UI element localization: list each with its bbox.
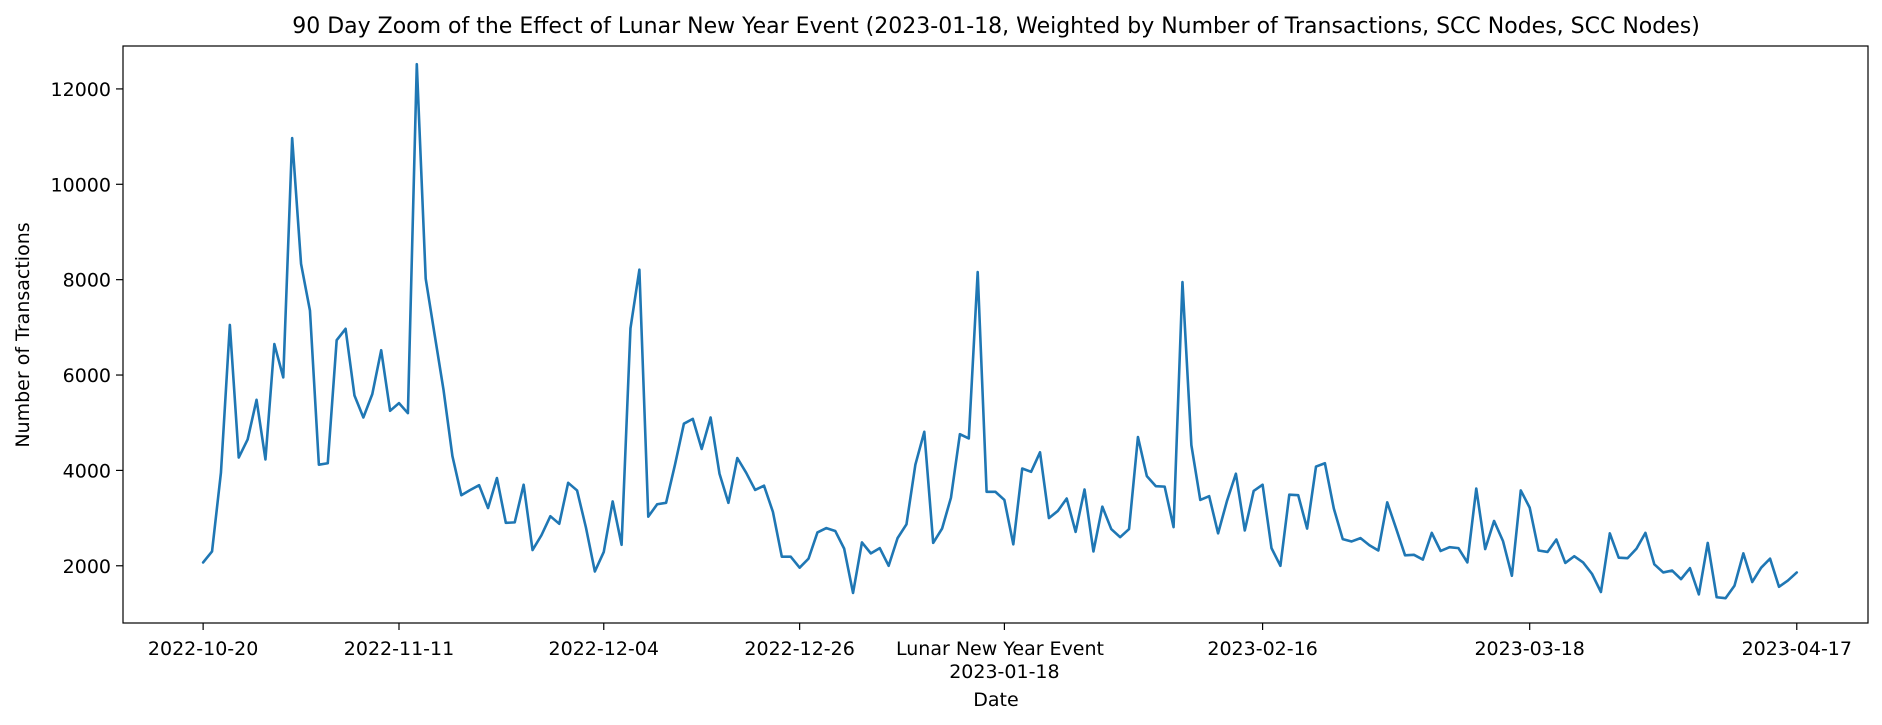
x-tick-label: 2023-03-18 xyxy=(1474,638,1584,660)
event-label: Lunar New Year Event xyxy=(896,638,1104,660)
y-tick-label: 12000 xyxy=(51,79,111,101)
x-tick-label: 2022-12-04 xyxy=(549,638,659,660)
y-tick-label: 8000 xyxy=(63,270,111,292)
x-tick-label: 2023-02-16 xyxy=(1207,638,1317,660)
chart-title: 90 Day Zoom of the Effect of Lunar New Y… xyxy=(292,14,1700,39)
y-tick-label: 4000 xyxy=(63,460,111,482)
x-tick-label: 2022-11-11 xyxy=(344,638,454,660)
y-tick-label: 2000 xyxy=(63,556,111,578)
x-tick-label: 2023-04-17 xyxy=(1742,638,1852,660)
y-axis-label: Number of Transactions xyxy=(12,222,34,447)
y-tick-label: 6000 xyxy=(63,365,111,387)
y-tick-label: 10000 xyxy=(51,174,111,196)
x-tick-label: 2022-10-20 xyxy=(148,638,258,660)
x-axis: 2022-10-20 2022-11-11 2022-12-04 2022-12-26… xyxy=(148,623,1852,683)
y-axis: 2000 4000 6000 8000 10000 12000 xyxy=(51,79,123,578)
axes-frame xyxy=(122,45,1869,624)
x-axis-label: Date xyxy=(973,689,1018,711)
x-tick-label: 2023-01-18 xyxy=(949,661,1059,683)
plot-area xyxy=(122,45,1869,624)
series-line xyxy=(201,62,1799,600)
x-tick-label: 2022-12-26 xyxy=(744,638,854,660)
